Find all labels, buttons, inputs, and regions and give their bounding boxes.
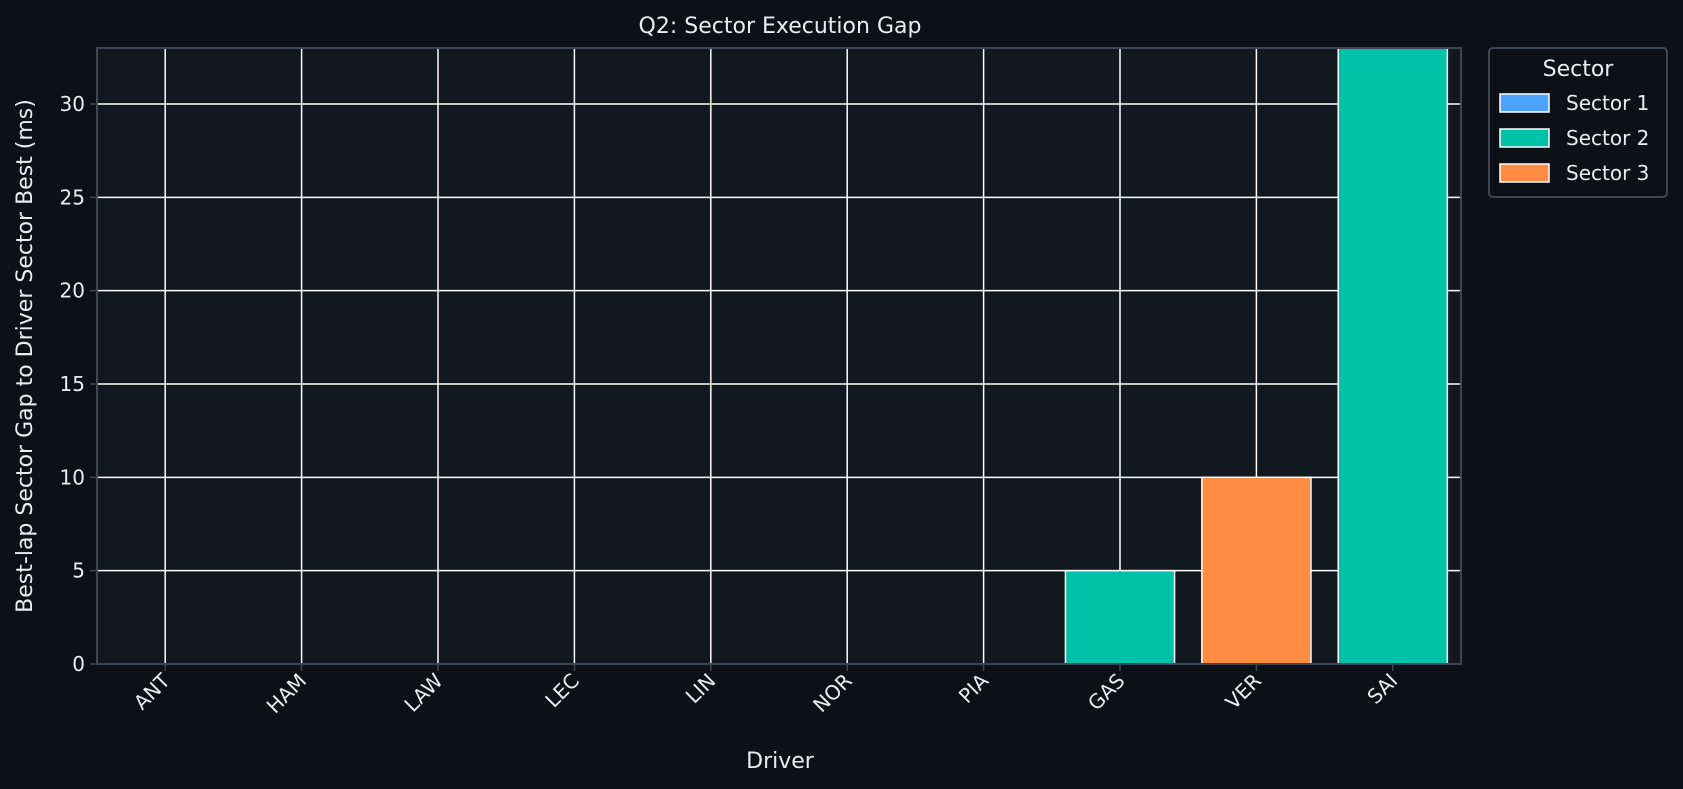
legend-entries: Sector 1 Sector 2 Sector 3 [1499, 91, 1649, 185]
legend-label-3: Sector 3 [1566, 161, 1649, 185]
y-tick-label: 30 [60, 92, 85, 116]
bar-ver [1201, 476, 1312, 665]
chart-title: Q2: Sector Execution Gap [639, 14, 922, 39]
legend-swatch-2 [1499, 128, 1550, 148]
legend-label-1: Sector 1 [1566, 91, 1649, 115]
y-axis-ticks: 0 5 10 15 20 25 30 [60, 92, 97, 676]
legend-box [1488, 47, 1668, 198]
x-axis-label: Driver [746, 749, 815, 774]
y-tick-label: 15 [60, 372, 85, 396]
y-tick-label: 20 [60, 279, 85, 303]
legend-swatch-1 [1499, 93, 1550, 113]
y-tick-label: 0 [72, 652, 85, 676]
y-tick-label: 25 [60, 185, 85, 209]
y-tick-label: 5 [72, 559, 85, 583]
legend-title: Sector [1543, 57, 1615, 82]
y-tick-label: 10 [60, 465, 85, 489]
plot-frame [96, 47, 1462, 665]
bar-gas [1064, 569, 1176, 665]
bar-sai [1337, 47, 1449, 665]
bars [109, 47, 1449, 665]
legend: Sector Sector 1 Sector 2 Sector 3 [1488, 47, 1668, 198]
legend-swatch-3 [1499, 163, 1550, 183]
legend-label-2: Sector 2 [1566, 126, 1649, 150]
y-axis-label: Best-lap Sector Gap to Driver Sector Bes… [13, 99, 38, 613]
